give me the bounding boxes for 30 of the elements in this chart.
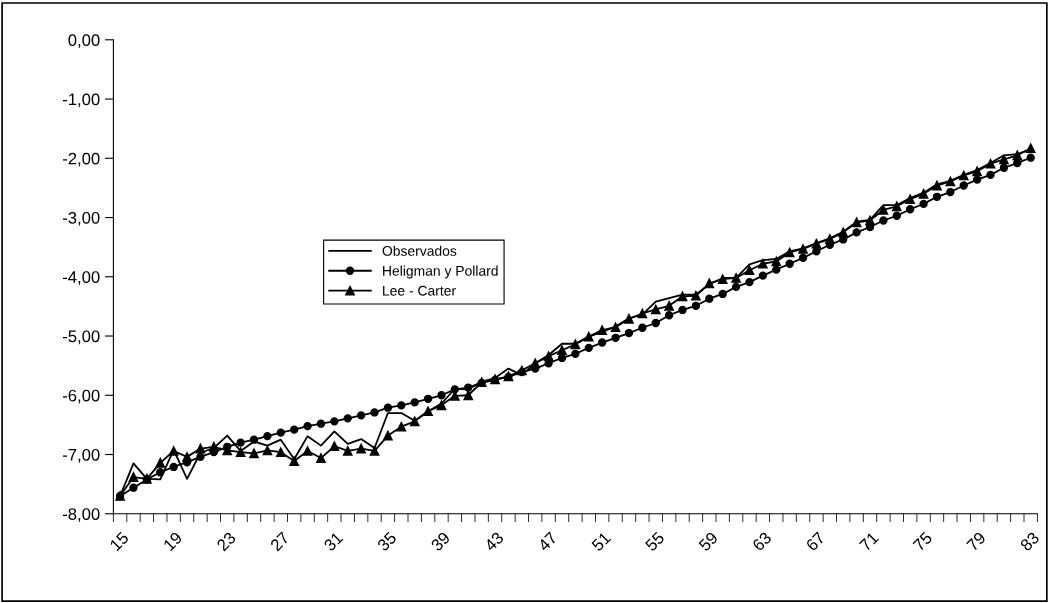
y-tick-label: -7,00	[62, 448, 100, 463]
legend-label: Lee - Carter	[383, 285, 456, 296]
x-tick-label: 19	[162, 531, 183, 552]
x-tick-label: 79	[966, 531, 987, 552]
x-tick-label: 47	[537, 531, 558, 552]
legend-label: Observados	[382, 245, 457, 256]
y-tick-label: -3,00	[62, 211, 100, 226]
y-tick-label: -5,00	[62, 330, 100, 345]
x-tick-label: 67	[805, 531, 826, 552]
x-tick-label: 55	[644, 531, 665, 552]
x-tick-label: 51	[591, 531, 612, 552]
y-tick-label: -4,00	[62, 271, 100, 285]
x-tick-label: 83	[1019, 531, 1040, 552]
x-tick-label: 35	[376, 531, 398, 552]
x-tick-label: 43	[483, 531, 505, 552]
legend-label: Heligman y Pollard	[383, 265, 498, 279]
x-tick-label: 27	[269, 531, 290, 552]
y-tick-label: -6,00	[62, 389, 100, 404]
x-tick-label: 71	[859, 531, 880, 552]
x-tick-label: 31	[323, 531, 344, 552]
x-tick-label: 63	[751, 531, 773, 552]
y-tick-label: -1,00	[62, 93, 100, 108]
x-tick-label: 59	[698, 531, 719, 552]
y-tick-label: -2,00	[62, 152, 100, 167]
x-tick-label: 15	[109, 531, 130, 552]
x-tick-label: 23	[216, 531, 237, 552]
x-tick-label: 75	[912, 531, 933, 552]
x-tick-label: 39	[430, 531, 451, 552]
y-tick-label: 0,00	[68, 34, 100, 48]
y-tick-label: -8,00	[62, 508, 100, 522]
